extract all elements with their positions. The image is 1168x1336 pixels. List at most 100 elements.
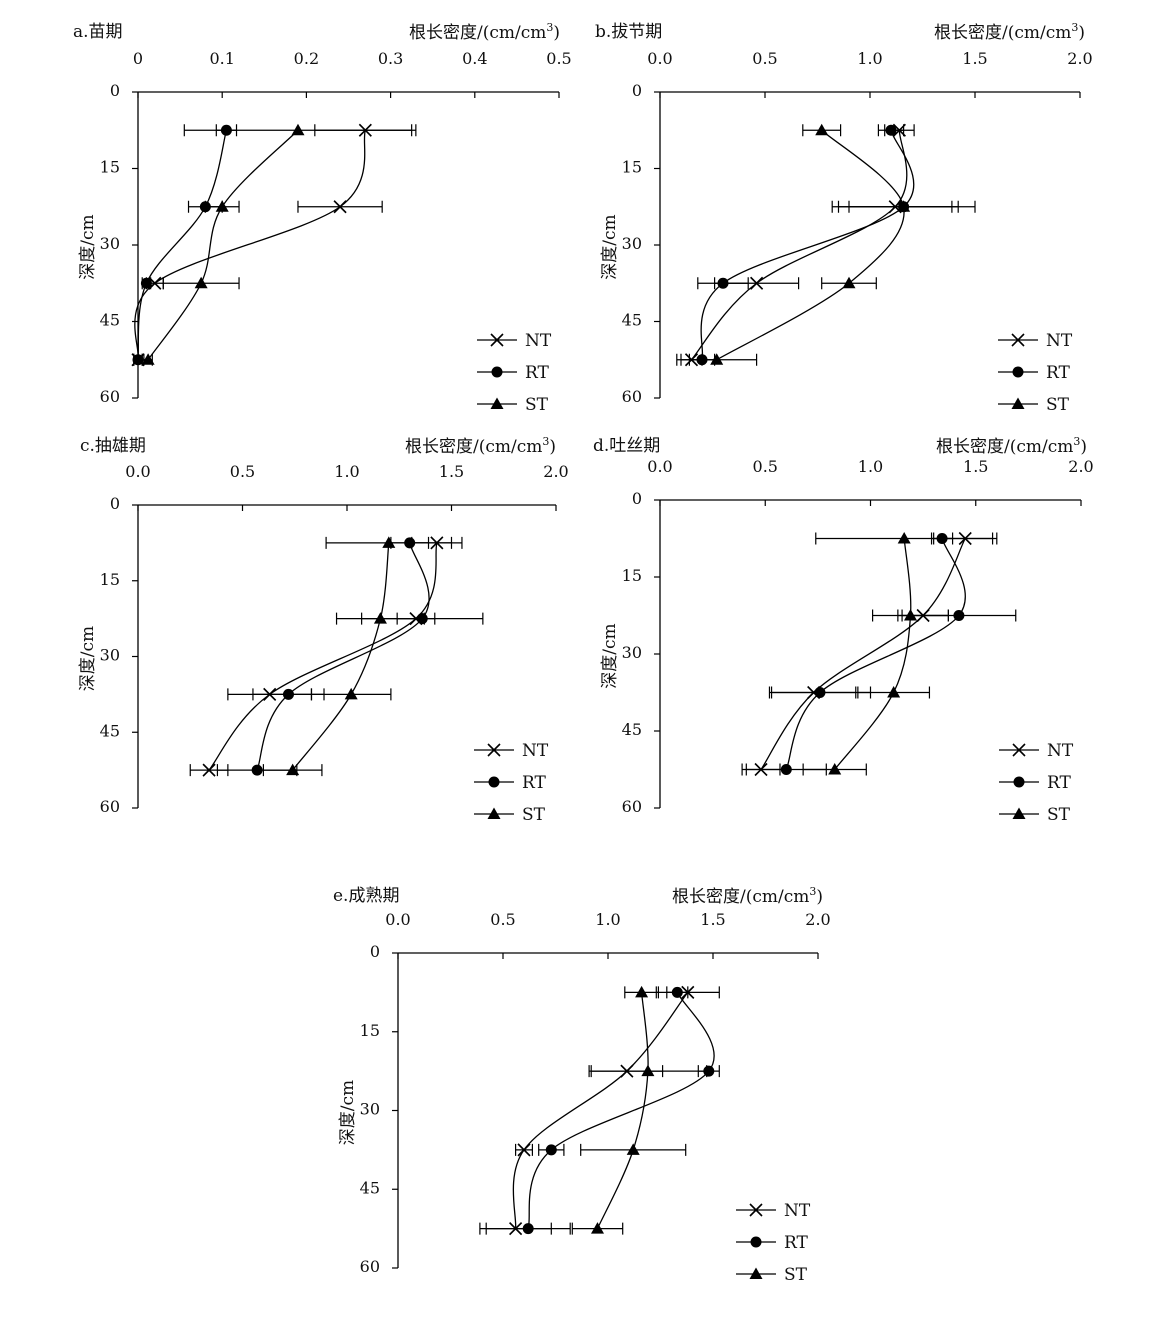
- y-tick-label: 0: [110, 81, 120, 100]
- data-point: [703, 1065, 715, 1077]
- series-ST: [262, 536, 453, 777]
- legend-marker: [1012, 807, 1026, 819]
- legend-label: NT: [522, 741, 549, 761]
- data-point: [780, 764, 792, 775]
- data-point: [887, 686, 901, 698]
- data-point: [382, 536, 396, 548]
- y-axis-label: 深度/cm: [338, 1080, 358, 1145]
- data-point: [897, 532, 911, 544]
- y-tick-label: 45: [100, 311, 120, 330]
- series-RT: [216, 536, 484, 777]
- x-tick-label: 0.0: [647, 457, 672, 476]
- legend-label: ST: [522, 805, 546, 825]
- data-point: [522, 1223, 534, 1235]
- legend-marker: [749, 1267, 763, 1279]
- data-point: [626, 1143, 640, 1155]
- series-NT: [741, 531, 998, 777]
- data-point: [885, 124, 897, 136]
- y-tick-label: 60: [360, 1257, 380, 1276]
- y-tick-label: 30: [360, 1100, 380, 1119]
- legend-marker: [1013, 776, 1025, 788]
- x-tick-label: 0.5: [490, 910, 515, 929]
- x-tick-label: 0: [133, 49, 143, 68]
- x-tick-label: 0.5: [546, 49, 571, 68]
- legend-label: NT: [1047, 741, 1074, 761]
- x-tick-label: 1.5: [700, 910, 725, 929]
- x-tick-label: 1.0: [334, 462, 359, 481]
- data-point: [373, 612, 387, 624]
- series-NT: [189, 536, 463, 777]
- y-axis-label: 深度/cm: [78, 214, 98, 279]
- y-tick-label: 15: [360, 1021, 380, 1040]
- legend-label: NT: [784, 1201, 811, 1221]
- y-tick-label: 30: [100, 646, 120, 665]
- legend: NT RT ST: [998, 331, 1073, 415]
- legend-marker: [1012, 743, 1026, 757]
- data-point: [132, 354, 144, 366]
- y-tick-label: 45: [360, 1178, 380, 1197]
- x-axis-label: 根长密度/(cm/cm3): [405, 435, 556, 457]
- y-axis-label: 深度/cm: [600, 214, 620, 279]
- panel-title: c.抽雄期: [80, 436, 146, 456]
- series-RT: [745, 532, 1017, 776]
- data-point: [291, 123, 305, 136]
- x-tick-label: 0.0: [647, 49, 672, 68]
- panel-a: a.苗期 根长密度/(cm/cm3) 深度/cm 0 0.1 0.2 0.3 0.4 0.5 0 1…: [73, 21, 572, 415]
- x-tick-label: 2.0: [1068, 457, 1093, 476]
- data-point: [953, 610, 965, 621]
- data-point: [815, 123, 829, 136]
- data-point: [717, 277, 729, 289]
- series-line: [596, 992, 649, 1229]
- y-tick-label: 45: [100, 721, 120, 740]
- data-point: [333, 200, 347, 214]
- x-tick-label: 1.0: [858, 457, 883, 476]
- data-point: [194, 276, 208, 289]
- series-line: [691, 130, 908, 361]
- series-RT: [688, 124, 959, 366]
- x-tick-label: 0.2: [294, 49, 319, 68]
- data-point: [750, 276, 764, 290]
- legend-label: NT: [1046, 331, 1073, 351]
- series-line: [834, 538, 912, 770]
- y-axis-label: 深度/cm: [600, 623, 620, 688]
- y-tick-label: 45: [622, 311, 642, 330]
- x-axis-label: 根长密度/(cm/cm3): [934, 21, 1085, 43]
- panel-title: b.拔节期: [595, 22, 662, 42]
- x-tick-label: 0.5: [753, 457, 778, 476]
- legend: NT RT ST: [474, 741, 549, 825]
- data-point: [202, 763, 216, 777]
- x-tick-label: 0.1: [209, 49, 234, 68]
- legend-label: ST: [1046, 395, 1070, 415]
- legend-marker: [488, 776, 500, 788]
- y-tick-label: 15: [622, 158, 642, 177]
- x-tick-label: 0.0: [385, 910, 410, 929]
- series-RT: [485, 986, 720, 1235]
- series-ST: [571, 985, 708, 1235]
- legend-marker: [1012, 366, 1024, 378]
- series-line: [147, 129, 299, 361]
- series-NT: [479, 985, 720, 1236]
- data-point: [842, 276, 856, 289]
- legend-label: RT: [1047, 773, 1072, 793]
- panel-e: e.成熟期 根长密度/(cm/cm3) 深度/cm 0.0 0.5 1.0 1.5 2.0 0 1…: [333, 885, 831, 1285]
- y-tick-label: 0: [110, 494, 120, 513]
- panel-title: a.苗期: [73, 22, 123, 42]
- x-tick-label: 0.3: [378, 49, 403, 68]
- series-line: [785, 538, 966, 770]
- panel-d: d.吐丝期 根长密度/(cm/cm3) 深度/cm 0.0 0.5 1.0 1.5 2.0 0 1…: [593, 435, 1094, 825]
- data-point: [141, 353, 155, 365]
- x-tick-label: 1.5: [439, 462, 464, 481]
- y-tick-label: 30: [622, 234, 642, 253]
- x-tick-label: 2.0: [1067, 49, 1092, 68]
- data-point: [215, 200, 229, 212]
- series-line: [256, 542, 430, 771]
- legend-marker: [487, 807, 501, 819]
- series-line: [760, 538, 966, 770]
- x-tick-label: 0.0: [125, 462, 150, 481]
- data-point: [828, 763, 842, 775]
- data-point: [671, 986, 683, 998]
- x-tick-label: 0.5: [752, 49, 777, 68]
- legend-marker: [490, 397, 504, 409]
